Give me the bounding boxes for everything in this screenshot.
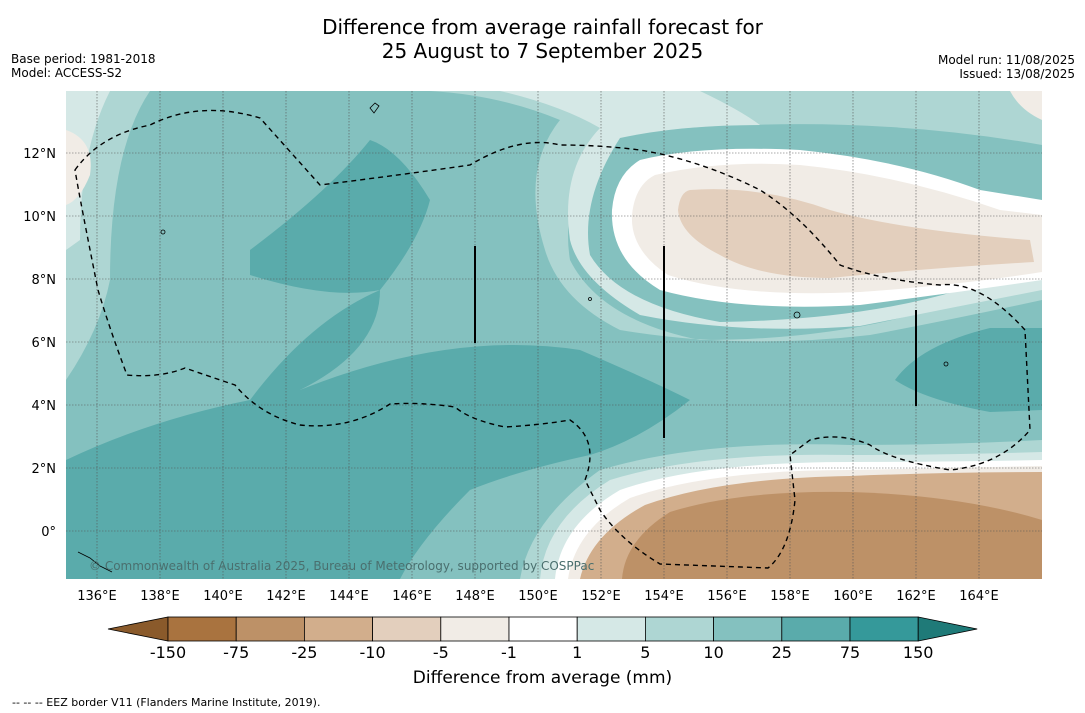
colorbar-tick-label: 150 <box>903 643 934 662</box>
latitude-label: 0° <box>41 525 56 540</box>
islands <box>77 102 949 573</box>
longitude-label: 150°E <box>518 589 558 604</box>
colorbar-segment <box>576 616 646 642</box>
model-text: Model: ACCESS-S2 <box>11 66 123 80</box>
colorbar-segment <box>849 616 919 642</box>
eez-border <box>74 109 1031 569</box>
colorbar-tick-label: 10 <box>703 643 723 662</box>
longitude-label: 136°E <box>77 589 117 604</box>
latitude-label: 6°N <box>32 336 57 351</box>
colorbar-tick-label: 1 <box>572 643 582 662</box>
contour-25-75-east <box>895 328 1042 412</box>
contour-1-5-west <box>66 91 110 250</box>
island-6 <box>77 551 113 573</box>
longitude-label: 142°E <box>266 589 306 604</box>
colorbar-tick-label: -10 <box>360 643 386 662</box>
island-1 <box>369 102 380 114</box>
longitude-label: 154°E <box>644 589 684 604</box>
island-5 <box>943 361 949 367</box>
longitude-label: 146°E <box>392 589 432 604</box>
issued-text: Issued: 13/08/2025 <box>959 67 1075 81</box>
colorbar-segment <box>167 616 237 642</box>
model-run-text: Model run: 11/08/2025 <box>937 53 1075 67</box>
latitude-label: 8°N <box>32 273 57 288</box>
longitude-label: 138°E <box>140 589 180 604</box>
rainfall-contours <box>66 91 1042 579</box>
copyright-text: © Commonwealth of Australia 2025, Bureau… <box>89 559 594 573</box>
latitude-label: 12°N <box>23 147 56 162</box>
colorbar-tick-label: 5 <box>640 643 650 662</box>
colorbar-segment <box>645 616 715 642</box>
longitude-labels: 136°E 138°E 140°E 142°E 144°E 146°E 148°E 150°E… <box>77 589 999 604</box>
longitude-label: 164°E <box>959 589 999 604</box>
contour-25-75-west <box>66 140 690 579</box>
latitude-label: 2°N <box>32 462 57 477</box>
longitude-label: 140°E <box>203 589 243 604</box>
map-title-line-1: Difference from average rainfall forecas… <box>322 15 763 39</box>
colorbar: -150 -75 -25 -10 -5 -1 1 5 10 25 75 150 <box>107 616 978 662</box>
colorbar-tick-label: 75 <box>840 643 860 662</box>
colorbar-tick-label: -75 <box>223 643 249 662</box>
latitude-labels: 12°N 10°N 8°N 6°N 4°N 2°N 0° <box>23 147 56 540</box>
longitude-label: 148°E <box>455 589 495 604</box>
colorbar-segment <box>781 616 851 642</box>
base-period-text: Base period: 1981-2018 <box>11 52 156 66</box>
colorbar-min-extension <box>107 616 169 642</box>
longitude-label: 156°E <box>707 589 747 604</box>
colorbar-segment <box>303 616 373 642</box>
colorbar-tick-label: -150 <box>150 643 186 662</box>
colorbar-tick-label: -1 <box>501 643 517 662</box>
colorbar-label: Difference from average (mm) <box>412 668 673 688</box>
contour-5-10-ne <box>690 91 1042 140</box>
colorbar-segment <box>440 616 510 642</box>
island-3 <box>160 229 166 235</box>
colorbar-segment <box>508 616 578 642</box>
region-markers <box>474 246 917 438</box>
contour-minus5-10-north <box>678 189 1034 278</box>
colorbar-segment <box>372 616 442 642</box>
island-4 <box>588 297 592 301</box>
colorbar-segment <box>713 616 783 642</box>
map-title-line-2: 25 August to 7 September 2025 <box>381 39 704 63</box>
latitude-label: 10°N <box>23 210 56 225</box>
contour-neg-west <box>66 130 91 205</box>
colorbar-max-extension <box>917 616 978 642</box>
colorbar-tick-label: -5 <box>433 643 449 662</box>
colorbar-segment <box>235 616 305 642</box>
longitude-label: 158°E <box>770 589 810 604</box>
longitude-label: 162°E <box>896 589 936 604</box>
colorbar-tick-label: -25 <box>291 643 317 662</box>
contour-neg-ne-corner <box>1010 91 1042 120</box>
eez-legend-footnote: -- -- -- EEZ border V11 (Flanders Marine… <box>12 696 321 709</box>
island-2 <box>793 311 801 319</box>
longitude-label: 152°E <box>581 589 621 604</box>
longitude-label: 144°E <box>329 589 369 604</box>
latitude-label: 4°N <box>32 399 57 414</box>
colorbar-tick-label: 25 <box>772 643 792 662</box>
longitude-label: 160°E <box>833 589 873 604</box>
